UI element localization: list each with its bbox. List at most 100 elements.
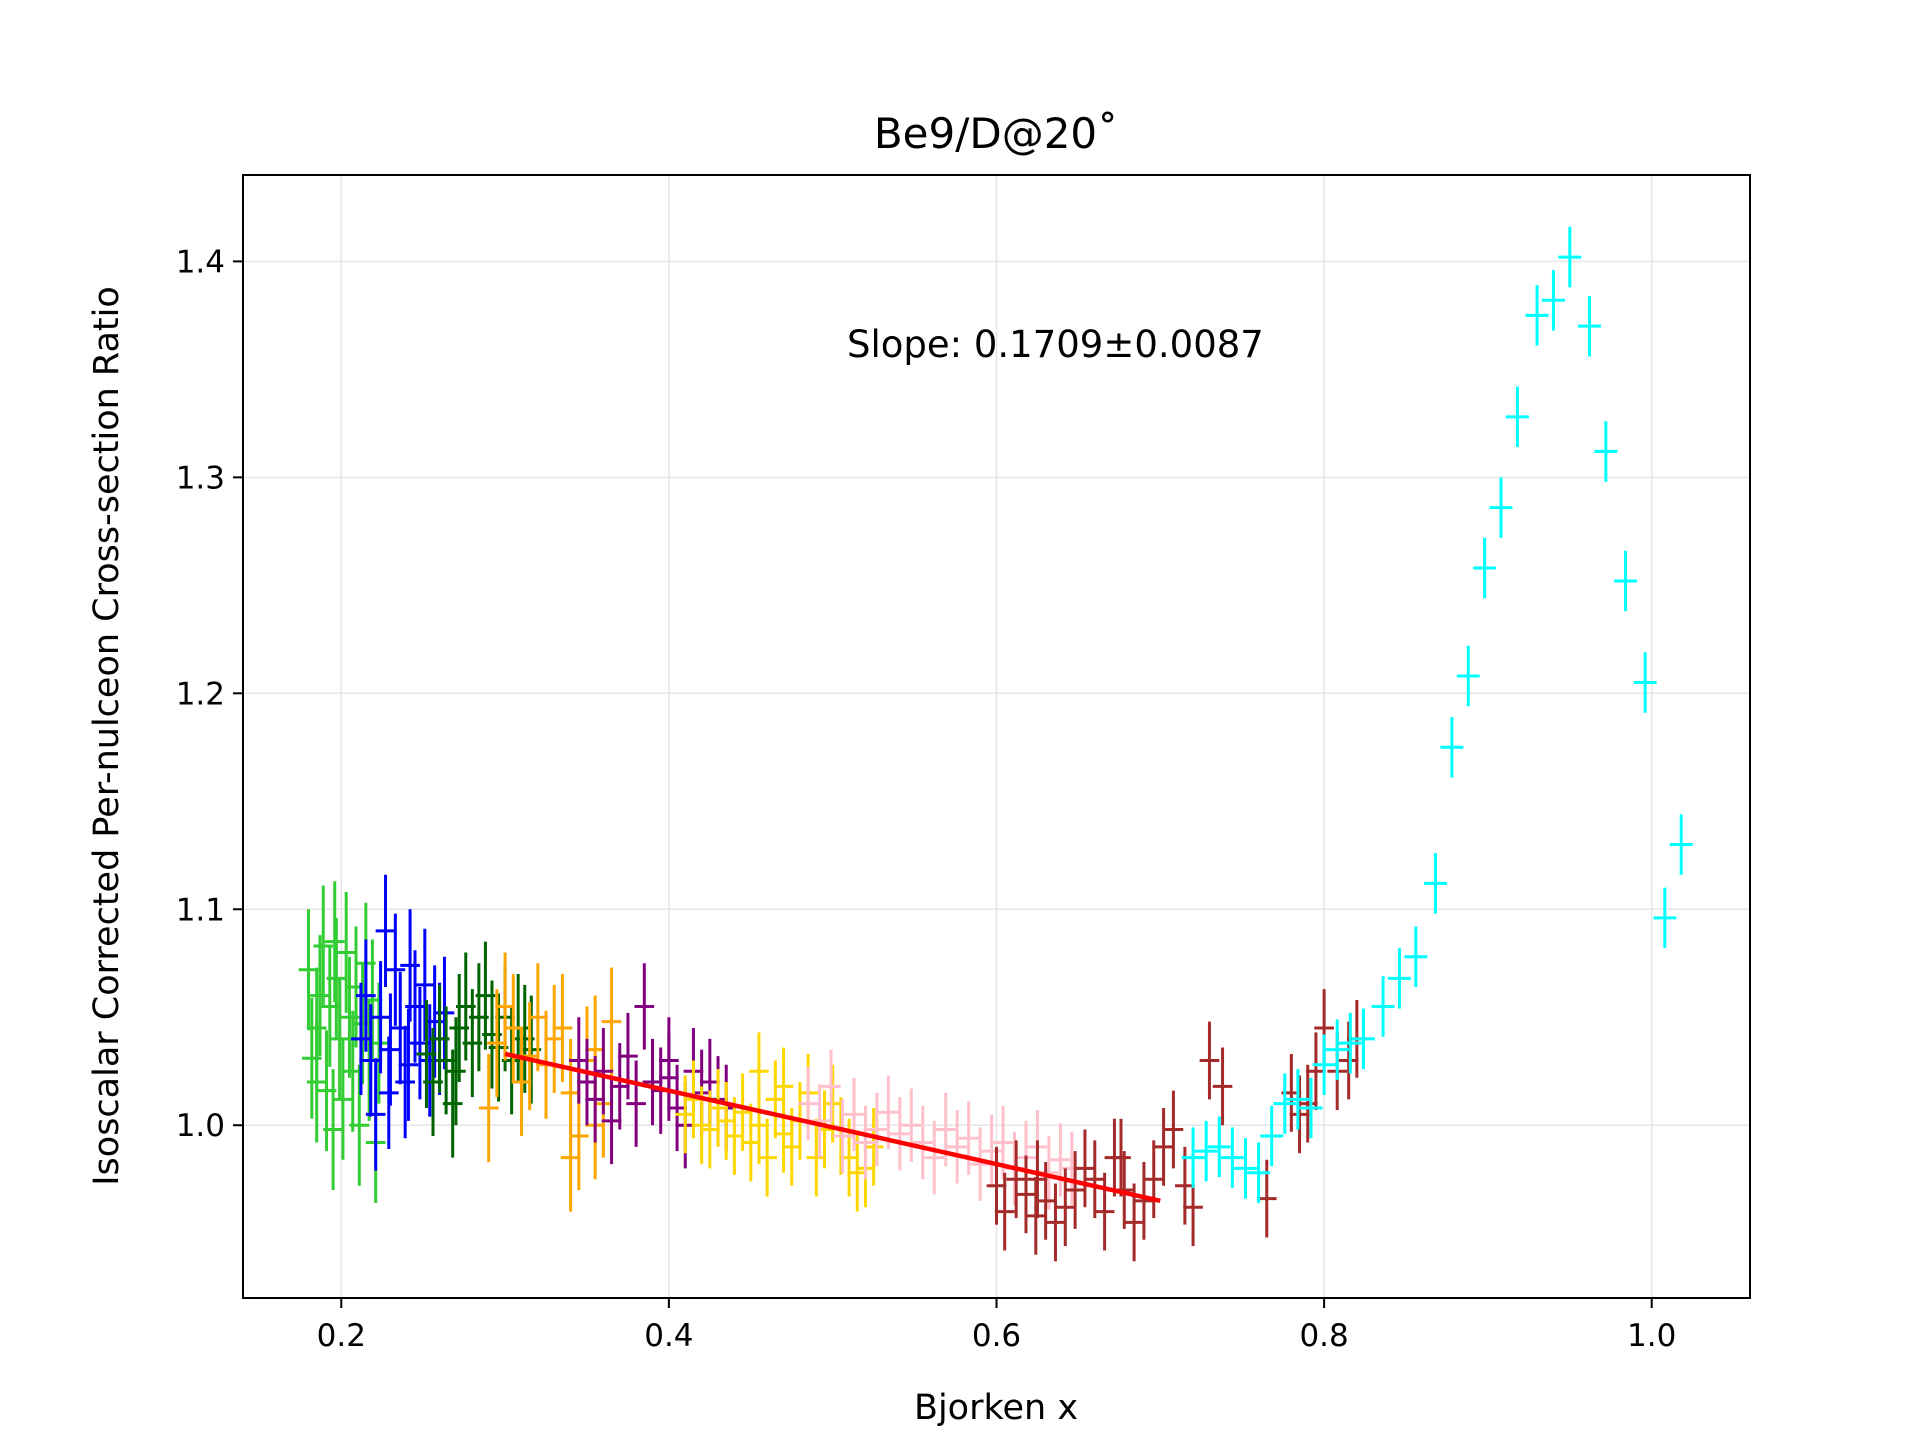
data-point — [310, 935, 330, 1057]
data-point — [385, 913, 406, 1026]
data-point — [568, 1017, 589, 1104]
data-point — [306, 1021, 327, 1143]
series-8 — [1181, 226, 1693, 1203]
y-axis-ticks: 1.0 1.1 1.2 1.3 1.4 — [176, 244, 243, 1144]
data-point — [1525, 285, 1549, 346]
data-point — [351, 982, 371, 1095]
data-point — [1312, 1034, 1336, 1095]
data-point — [400, 909, 420, 1022]
data-point — [1456, 645, 1480, 707]
data-point — [724, 1097, 745, 1175]
data-point — [370, 961, 391, 1074]
fit-line — [504, 1051, 1161, 1204]
data-point — [380, 993, 401, 1106]
y-tick-label: 1.0 — [176, 1108, 225, 1144]
data-point — [1424, 853, 1447, 914]
series-7 — [986, 989, 1367, 1262]
data-point — [981, 1114, 1002, 1188]
data-point — [994, 1172, 1015, 1251]
data-point — [740, 1103, 761, 1182]
data-point — [577, 1038, 597, 1126]
data-point — [806, 1118, 827, 1197]
data-point — [336, 891, 357, 1013]
data-point — [356, 939, 376, 1052]
data-point — [901, 1088, 922, 1162]
data-point — [1338, 1021, 1359, 1100]
data-point — [333, 1038, 353, 1160]
data-point — [958, 1101, 979, 1175]
data-point — [511, 1028, 532, 1137]
data-point — [1075, 1129, 1095, 1208]
data-point — [924, 1120, 945, 1195]
data-point — [1306, 1032, 1326, 1111]
data-point — [749, 1032, 769, 1111]
data-point — [1371, 976, 1395, 1037]
data-point — [1163, 1090, 1184, 1169]
data-point — [442, 1049, 463, 1158]
data-point — [478, 1053, 499, 1162]
data-point — [593, 1028, 614, 1115]
data-point — [1006, 1140, 1026, 1219]
x-tick-label: 1.0 — [1627, 1318, 1676, 1354]
data-point — [1027, 1140, 1048, 1219]
data-point — [1212, 1047, 1233, 1126]
data-point — [863, 1107, 884, 1186]
data-point — [560, 1103, 581, 1212]
x-axis-ticks: 0.2 0.4 0.6 0.8 1.0 — [317, 1298, 1676, 1354]
data-point — [716, 1082, 737, 1160]
grid-lines — [243, 175, 1750, 1298]
slope-annotation: Slope: 0.1709±0.0087 — [847, 323, 1264, 366]
data-point — [301, 997, 322, 1119]
data-point — [349, 1064, 370, 1186]
data-point — [1220, 1127, 1244, 1188]
data-point — [398, 1008, 419, 1121]
data-point — [642, 1038, 663, 1126]
data-point — [821, 1049, 841, 1124]
data-point — [528, 963, 548, 1072]
data-point — [1045, 1183, 1066, 1262]
data-point — [329, 978, 350, 1100]
data-point — [1260, 1105, 1284, 1167]
data-point — [601, 967, 622, 1076]
y-tick-label: 1.2 — [176, 676, 225, 712]
data-point — [847, 1133, 868, 1212]
data-point — [1247, 1142, 1271, 1203]
data-point — [855, 1105, 876, 1180]
data-point — [912, 1105, 933, 1180]
data-point — [1351, 1008, 1375, 1070]
data-point — [446, 1017, 466, 1126]
data-point — [1025, 1177, 1046, 1255]
data-point — [1050, 1123, 1071, 1197]
data-point — [1440, 717, 1464, 778]
data-point — [844, 1077, 864, 1152]
data-point — [495, 952, 515, 1061]
data-point — [1181, 1127, 1205, 1188]
x-tick-label: 0.6 — [972, 1318, 1021, 1354]
data-point — [1404, 926, 1428, 988]
data-point — [618, 1012, 638, 1100]
data-point — [1541, 270, 1565, 331]
data-point — [326, 917, 347, 1039]
data-point — [878, 1075, 899, 1149]
data-point — [708, 1069, 728, 1147]
x-tick-label: 0.2 — [317, 1318, 366, 1354]
data-point — [298, 909, 319, 1031]
data-point — [798, 1066, 818, 1141]
y-tick-label: 1.1 — [176, 892, 225, 928]
data-point — [757, 1118, 778, 1197]
data-point — [503, 974, 524, 1083]
data-point — [324, 881, 345, 1003]
data-point — [1614, 550, 1637, 612]
data-point — [1199, 1021, 1220, 1100]
data-point — [1143, 1140, 1164, 1219]
data-point — [601, 1077, 622, 1165]
x-tick-label: 0.8 — [1299, 1318, 1348, 1354]
data-point — [1387, 948, 1411, 1009]
data-point — [1273, 1073, 1297, 1134]
data-point — [667, 1064, 687, 1152]
y-tick-label: 1.4 — [176, 244, 225, 280]
data-point — [675, 1075, 696, 1154]
data-point — [424, 965, 445, 1078]
data-point — [1489, 477, 1513, 538]
data-point — [1094, 1172, 1115, 1251]
